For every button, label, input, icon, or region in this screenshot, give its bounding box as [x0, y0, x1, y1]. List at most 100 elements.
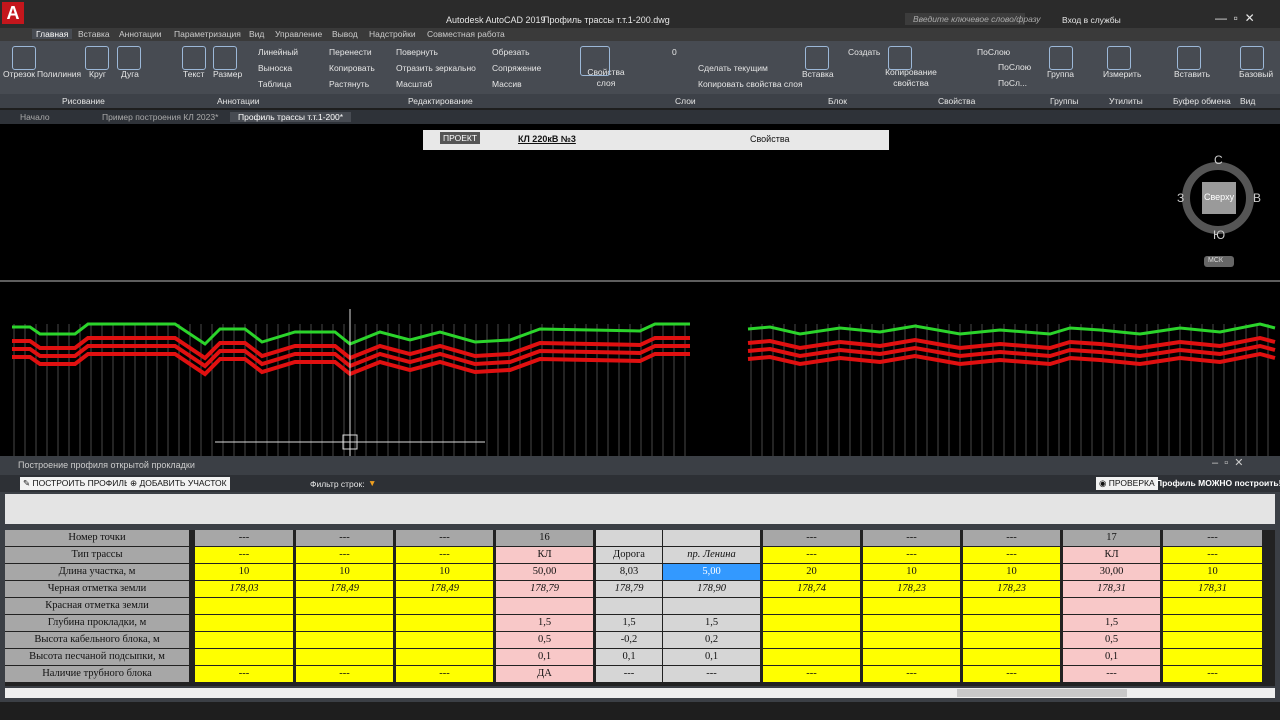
- data-cell[interactable]: 1,5: [596, 615, 662, 631]
- login[interactable]: Вход в службы: [1062, 15, 1121, 25]
- column-header[interactable]: [596, 530, 662, 546]
- data-cell[interactable]: 0,2: [663, 632, 760, 648]
- data-cell[interactable]: [596, 598, 662, 614]
- ribbon-tool[interactable]: Круг: [89, 69, 106, 79]
- ribbon-tool[interactable]: Сделать текущим: [698, 63, 768, 73]
- ribbon-tool[interactable]: ПоСлою: [998, 62, 1032, 72]
- row-header[interactable]: Наличие трубного блока: [5, 666, 189, 682]
- data-cell[interactable]: [1163, 632, 1262, 648]
- ribbon-tool[interactable]: Создать: [848, 47, 881, 57]
- data-cell[interactable]: [195, 598, 293, 614]
- view-cube-face[interactable]: [1202, 182, 1236, 214]
- data-cell[interactable]: КЛ: [496, 547, 593, 563]
- ribbon-tool[interactable]: Вставить: [1174, 69, 1211, 79]
- data-cell[interactable]: [1163, 649, 1262, 665]
- ribbon-tool[interactable]: Текст: [183, 69, 205, 79]
- data-cell[interactable]: 0,1: [663, 649, 760, 665]
- ribbon-tool[interactable]: Дуга: [121, 69, 139, 79]
- ribbon-tool[interactable]: Растянуть: [329, 79, 370, 89]
- tool-icon[interactable]: [1049, 46, 1073, 70]
- ribbon-tool[interactable]: Обрезать: [492, 47, 530, 57]
- data-cell[interactable]: ---: [763, 666, 860, 682]
- data-cell[interactable]: ---: [296, 666, 393, 682]
- tool-icon[interactable]: [888, 46, 912, 70]
- data-cell[interactable]: ---: [663, 666, 760, 682]
- data-cell[interactable]: 10: [963, 564, 1060, 580]
- ribbon-tab[interactable]: Вывод: [332, 29, 358, 39]
- data-cell[interactable]: [863, 598, 960, 614]
- data-cell[interactable]: ---: [1163, 666, 1262, 682]
- ribbon-tool[interactable]: Копировать свойства слоя: [698, 79, 803, 89]
- tool-icon[interactable]: [1240, 46, 1264, 70]
- data-cell[interactable]: 178,23: [963, 581, 1060, 597]
- data-cell[interactable]: 178,79: [496, 581, 593, 597]
- data-cell[interactable]: ---: [1063, 666, 1160, 682]
- data-cell[interactable]: ДА: [496, 666, 593, 682]
- data-cell[interactable]: [1063, 598, 1160, 614]
- ribbon-tool[interactable]: Группа: [1047, 69, 1074, 79]
- ribbon-tool[interactable]: ПоСлою: [977, 47, 1011, 57]
- tool-icon[interactable]: [12, 46, 36, 70]
- ribbon-tool[interactable]: Измерить: [1103, 69, 1142, 79]
- build-button[interactable]: ✎ ПОСТРОИТЬ ПРОФИЛЬ: [20, 477, 133, 490]
- ribbon-tool[interactable]: Полилиния: [37, 69, 82, 79]
- data-cell[interactable]: 178,74: [763, 581, 860, 597]
- data-cell[interactable]: [296, 649, 393, 665]
- data-cell[interactable]: КЛ: [1063, 547, 1160, 563]
- ribbon-tool[interactable]: 0: [672, 47, 677, 57]
- ribbon-tool[interactable]: Таблица: [258, 79, 292, 89]
- ribbon-tab[interactable]: Надстройки: [369, 29, 416, 39]
- data-cell[interactable]: [195, 649, 293, 665]
- view-cube-ring[interactable]: [1182, 162, 1254, 234]
- ribbon-panel-label[interactable]: Утилиты: [1109, 96, 1143, 106]
- add-button[interactable]: ⊕ ДОБАВИТЬ УЧАСТОК: [127, 477, 230, 490]
- data-cell[interactable]: 20: [763, 564, 860, 580]
- data-cell[interactable]: [396, 632, 493, 648]
- ribbon-tool[interactable]: ПоСл...: [998, 78, 1028, 88]
- data-cell[interactable]: [663, 598, 760, 614]
- data-cell[interactable]: 178,49: [296, 581, 393, 597]
- row-header[interactable]: Черная отметка земли: [5, 581, 189, 597]
- data-cell[interactable]: [763, 598, 860, 614]
- data-cell[interactable]: [963, 615, 1060, 631]
- ribbon-tab[interactable]: Вставка: [78, 29, 110, 39]
- ribbon-panel-label[interactable]: Вид: [1240, 96, 1256, 106]
- ribbon-tool[interactable]: Свойства слоя: [587, 67, 625, 88]
- column-header[interactable]: ---: [296, 530, 393, 546]
- data-cell[interactable]: [195, 615, 293, 631]
- tool-icon[interactable]: [805, 46, 829, 70]
- column-header[interactable]: 16: [496, 530, 593, 546]
- data-cell[interactable]: ---: [863, 547, 960, 563]
- data-cell[interactable]: 10: [296, 564, 393, 580]
- row-header[interactable]: Номер точки: [5, 530, 189, 546]
- data-cell[interactable]: ---: [963, 666, 1060, 682]
- ribbon-panel-label[interactable]: Редактирование: [408, 96, 473, 106]
- column-header[interactable]: ---: [1163, 530, 1262, 546]
- data-cell[interactable]: 1,5: [663, 615, 760, 631]
- data-cell[interactable]: 0,5: [496, 632, 593, 648]
- data-cell[interactable]: [863, 615, 960, 631]
- data-cell[interactable]: [863, 632, 960, 648]
- row-header[interactable]: Тип трассы: [5, 547, 189, 563]
- data-cell[interactable]: ---: [195, 547, 293, 563]
- tool-icon[interactable]: [1177, 46, 1201, 70]
- data-cell[interactable]: ---: [296, 547, 393, 563]
- data-cell[interactable]: -0,2: [596, 632, 662, 648]
- data-cell[interactable]: 178,79: [596, 581, 662, 597]
- check-button[interactable]: ◉ ПРОВЕРКА: [1096, 477, 1158, 490]
- data-cell[interactable]: ---: [763, 547, 860, 563]
- line-selector[interactable]: КЛ 220кВ №3: [518, 134, 576, 144]
- data-cell[interactable]: 8,03: [596, 564, 662, 580]
- ribbon-tool[interactable]: Отразить зеркально: [396, 63, 476, 73]
- properties-button[interactable]: Свойства: [750, 134, 790, 144]
- data-cell[interactable]: 178,49: [396, 581, 493, 597]
- tool-icon[interactable]: [213, 46, 237, 70]
- data-cell[interactable]: 0,1: [1063, 649, 1160, 665]
- filter-icon[interactable]: ▼: [368, 478, 377, 488]
- ribbon-tool[interactable]: Вставка: [802, 69, 834, 79]
- row-header[interactable]: Высота кабельного блока, м: [5, 632, 189, 648]
- ribbon-tool[interactable]: Копирование свойства: [885, 67, 937, 88]
- data-cell[interactable]: [396, 615, 493, 631]
- data-cell[interactable]: [763, 632, 860, 648]
- row-header[interactable]: Глубина прокладки, м: [5, 615, 189, 631]
